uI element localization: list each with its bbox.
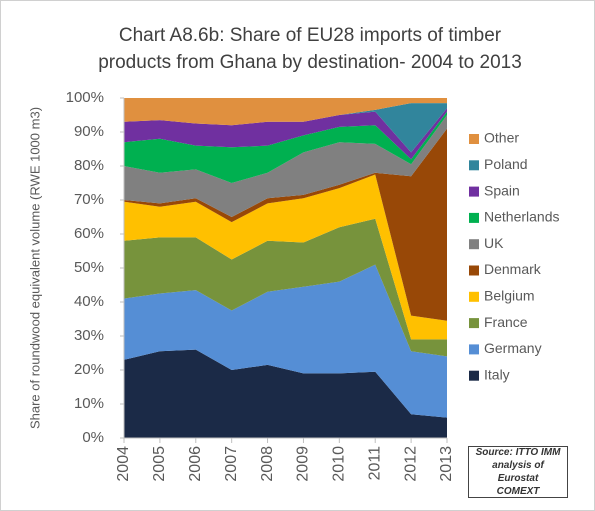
x-tick-label: 2009	[295, 446, 312, 482]
x-tick-label: 2007	[223, 446, 240, 482]
legend-label: Germany	[484, 340, 542, 356]
y-tick-label: 90%	[74, 123, 104, 140]
x-tick-label: 2013	[438, 446, 455, 482]
legend-swatch	[469, 344, 479, 355]
x-tick-label: 2005	[151, 446, 168, 482]
source-note: Source: ITTO IMM analysis of Eurostat CO…	[468, 446, 568, 498]
x-tick-label: 2004	[115, 446, 132, 482]
x-tick-label: 2008	[259, 446, 276, 482]
legend-label: Poland	[484, 156, 528, 172]
y-axis-label: Share of roundwood equivalent volume (RW…	[27, 107, 42, 429]
area	[124, 128, 447, 321]
legend-label: Netherlands	[484, 209, 560, 225]
legend-swatch	[469, 186, 479, 197]
y-tick-label: 0%	[82, 429, 104, 446]
y-tick-label: 40%	[74, 293, 104, 310]
area	[124, 349, 447, 438]
legend-label: Spain	[484, 182, 520, 198]
legend-label: France	[484, 314, 528, 330]
area	[124, 111, 447, 183]
area	[124, 174, 447, 340]
legend-swatch	[469, 134, 479, 144]
legend-label: UK	[484, 235, 504, 251]
y-tick-label: 100%	[66, 89, 104, 106]
area	[124, 115, 447, 217]
x-tick-label: 2006	[187, 446, 204, 482]
y-tick-label: 70%	[74, 191, 104, 208]
legend-label: Belgium	[484, 288, 535, 304]
y-tick-label: 80%	[74, 157, 104, 174]
legend-swatch	[469, 212, 479, 223]
y-tick-label: 10%	[74, 395, 104, 412]
legend-swatch	[469, 318, 479, 329]
area	[124, 103, 447, 153]
area	[124, 98, 447, 126]
legend-swatch	[469, 265, 479, 276]
chart-title: Chart A8.6b: Share of EU28 imports of ti…	[98, 25, 522, 73]
y-tick-label: 20%	[74, 361, 104, 378]
y-tick-label: 30%	[74, 327, 104, 344]
legend-label: Italy	[484, 366, 510, 382]
area	[124, 264, 447, 418]
y-tick-label: 60%	[74, 225, 104, 242]
x-tick-label: 2010	[331, 446, 348, 482]
legend-label: Other	[484, 130, 519, 146]
y-tick-label: 50%	[74, 259, 104, 276]
legend-label: Denmark	[484, 261, 542, 277]
area	[124, 108, 447, 160]
areas	[124, 98, 447, 438]
legend-swatch	[469, 239, 479, 250]
legend-swatch	[469, 160, 479, 171]
legend-swatch	[469, 370, 479, 381]
area	[124, 218, 447, 357]
legend-swatch	[469, 291, 479, 302]
x-tick-label: 2012	[402, 446, 419, 482]
x-tick-label: 2011	[366, 446, 383, 481]
